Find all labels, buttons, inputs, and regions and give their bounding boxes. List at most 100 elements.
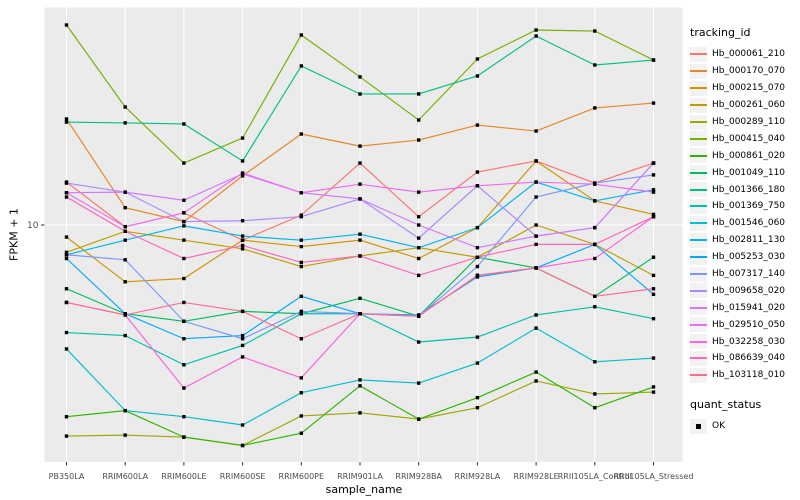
data-point: [534, 242, 538, 247]
legend-line-swatch: [690, 70, 707, 73]
legend-item-Hb_001369_750: Hb_001369_750: [690, 198, 798, 215]
data-point: [417, 215, 421, 219]
data-point: [299, 33, 303, 37]
data-point: [475, 406, 480, 410]
legend-item-label: Hb_000170_070: [712, 66, 786, 77]
legend-item-Hb_032258_030: Hb_032258_030: [690, 333, 798, 350]
data-point: [123, 313, 127, 317]
data-point: [240, 309, 245, 314]
y-axis-title: FPKM + 1: [7, 208, 21, 261]
legend-line-swatch: [690, 323, 707, 326]
data-point: [182, 122, 186, 126]
legend-item-label: Hb_103118_010: [712, 370, 786, 381]
legend-line-swatch: [690, 340, 707, 343]
legend-line-swatch: [690, 306, 707, 309]
data-point: [358, 254, 362, 258]
data-point: [358, 411, 362, 415]
data-point: [182, 211, 186, 215]
data-point: [240, 443, 245, 448]
legend-item-label: Hb_002811_130: [712, 235, 786, 246]
legend-item-label: Hb_000289_110: [712, 117, 786, 127]
legend-item-Hb_002811_130: Hb_002811_130: [690, 232, 798, 249]
data-point: [534, 234, 538, 238]
data-point: [358, 161, 362, 165]
legend-item-label: OK: [712, 421, 725, 432]
data-point: [358, 75, 362, 79]
data-point: [651, 255, 656, 259]
data-point: [534, 313, 538, 317]
x-axis-title: sample_name: [325, 483, 403, 496]
legend-item-label: Hb_001049_110: [712, 167, 786, 178]
data-point: [64, 287, 69, 291]
legend-item-Hb_000215_070: Hb_000215_070: [690, 80, 798, 97]
legend-key-box: [690, 334, 707, 350]
data-point: [534, 266, 538, 270]
y-tick-label: 10: [27, 221, 39, 231]
data-point: [534, 223, 538, 227]
legend-line-swatch: [690, 222, 707, 225]
data-point: [123, 280, 127, 284]
data-point: [593, 406, 597, 410]
data-point: [651, 356, 656, 360]
x-tick-label: RRIM600LE: [161, 472, 206, 481]
data-point: [651, 190, 656, 194]
legend-item-Hb_001546_060: Hb_001546_060: [690, 215, 798, 232]
legend-item-Hb_007317_140: Hb_007317_140: [690, 266, 798, 283]
data-point: [240, 171, 245, 175]
data-point: [417, 246, 421, 250]
data-point: [240, 423, 245, 427]
data-point: [182, 435, 186, 439]
legend-item-label: Hb_000215_070: [712, 83, 786, 94]
data-point: [475, 273, 480, 278]
data-point: [123, 105, 127, 109]
data-point: [593, 305, 597, 309]
data-point: [64, 300, 69, 305]
legend-line-swatch: [690, 256, 707, 259]
data-point: [417, 138, 421, 142]
data-point: [64, 191, 69, 195]
legend-title-quant-status: quant_status: [690, 398, 762, 411]
data-point: [475, 225, 480, 230]
data-point: [182, 238, 186, 242]
data-point: [123, 238, 127, 242]
legend-key-box: [690, 131, 707, 147]
data-point: [417, 314, 421, 318]
legend-item-label: Hb_001366_180: [712, 184, 786, 195]
data-point: [358, 92, 362, 96]
data-point: [64, 253, 69, 257]
data-point: [593, 182, 597, 186]
data-point: [123, 206, 127, 210]
data-point: [64, 415, 69, 419]
legend-line-swatch: [690, 357, 707, 360]
data-point: [593, 106, 597, 110]
data-point: [651, 273, 656, 278]
data-point: [534, 379, 538, 383]
data-point: [240, 136, 245, 140]
data-point: [240, 159, 245, 163]
data-point: [64, 434, 69, 438]
data-point: [299, 132, 303, 136]
data-point: [299, 431, 303, 435]
legend-item-Hb_000289_110: Hb_000289_110: [690, 114, 798, 131]
data-point: [417, 223, 421, 227]
data-point: [534, 129, 538, 133]
data-point: [299, 244, 303, 249]
legend-item-label: Hb_015941_020: [712, 302, 786, 313]
x-tick-label: RRIM928BA: [395, 472, 442, 481]
data-point: [593, 242, 597, 247]
x-tick-label: RRII105LA_Stressed: [614, 472, 694, 481]
legend-item-Hb_000415_040: Hb_000415_040: [690, 130, 798, 147]
legend-line-swatch: [690, 104, 707, 107]
data-point: [651, 58, 656, 62]
data-point: [64, 23, 69, 27]
data-point: [299, 309, 303, 314]
data-point: [475, 361, 480, 365]
data-point: [417, 236, 421, 240]
legend-key-box: [690, 266, 707, 282]
legend-item-label: Hb_000061_210: [712, 49, 786, 60]
data-point: [593, 256, 597, 261]
legend-item-Hb_000170_070: Hb_000170_070: [690, 63, 798, 80]
legend-item-label: Hb_007317_140: [712, 269, 786, 280]
data-point: [299, 294, 303, 299]
